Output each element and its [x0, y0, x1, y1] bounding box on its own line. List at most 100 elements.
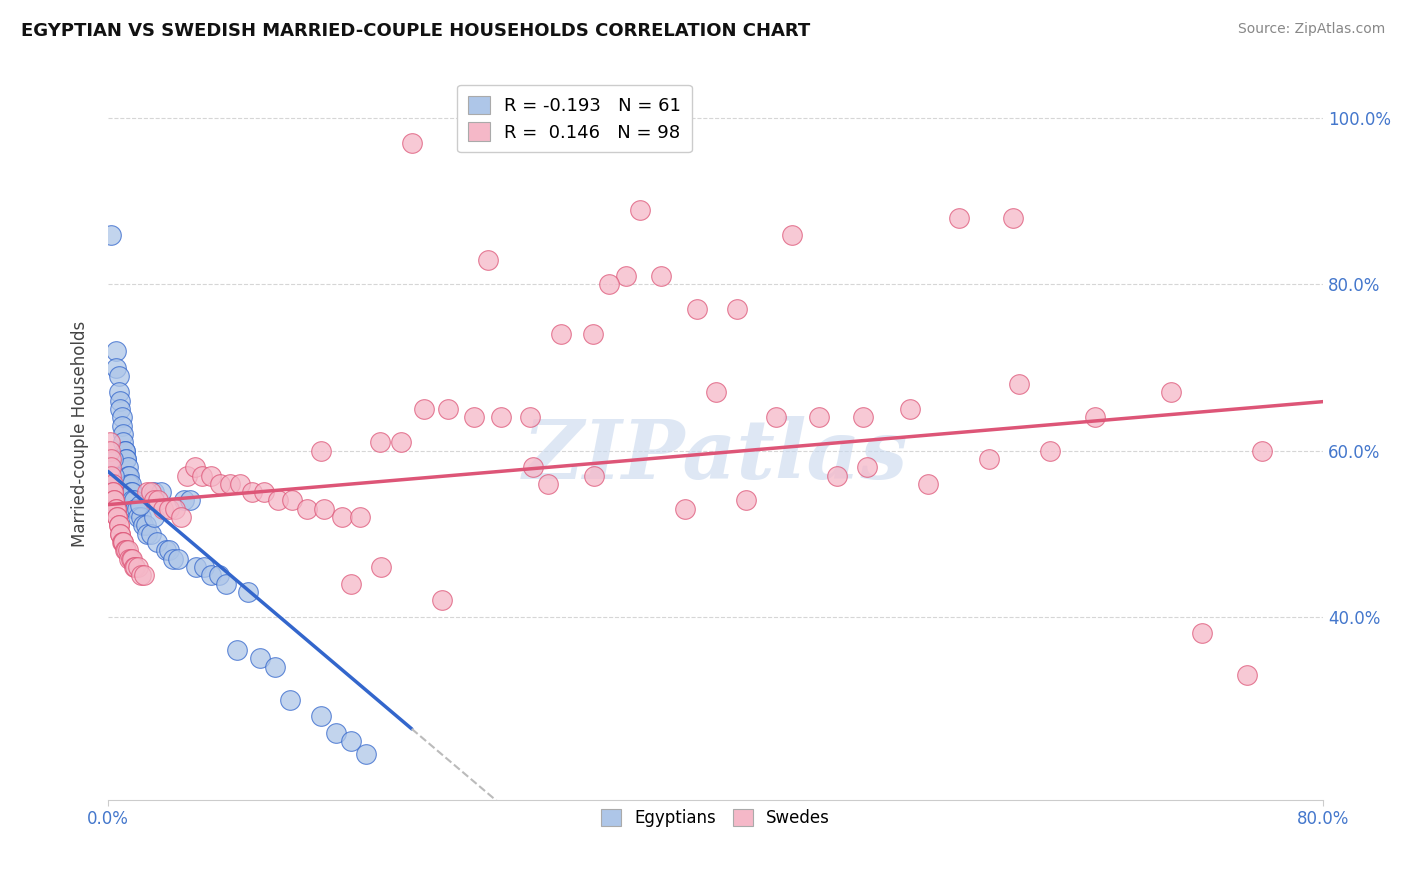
Point: [127, 560, 149, 574]
Text: ZIPatlas: ZIPatlas: [523, 416, 908, 496]
Point: [107, 518, 129, 533]
Point: [765, 410, 787, 425]
Point: [103, 493, 125, 508]
Point: [218, 476, 240, 491]
Point: [1160, 385, 1182, 400]
Point: [120, 485, 142, 500]
Point: [522, 460, 544, 475]
Point: [115, 543, 138, 558]
Point: [101, 485, 124, 500]
Point: [537, 476, 560, 491]
Point: [114, 543, 136, 558]
Point: [103, 493, 125, 508]
Point: [136, 526, 159, 541]
Point: [183, 460, 205, 475]
Point: [115, 452, 138, 467]
Point: [413, 402, 436, 417]
Point: [193, 560, 215, 574]
Point: [856, 460, 879, 475]
Point: [170, 510, 193, 524]
Point: [278, 693, 301, 707]
Point: [146, 493, 169, 508]
Point: [104, 360, 127, 375]
Point: [139, 485, 162, 500]
Point: [1039, 443, 1062, 458]
Point: [103, 468, 125, 483]
Point: [134, 568, 156, 582]
Point: [267, 493, 290, 508]
Point: [98, 493, 121, 508]
Point: [349, 510, 371, 524]
Point: [191, 468, 214, 483]
Point: [312, 501, 335, 516]
Point: [163, 501, 186, 516]
Point: [437, 402, 460, 417]
Point: [215, 576, 238, 591]
Point: [686, 302, 709, 317]
Point: [145, 535, 167, 549]
Point: [115, 452, 138, 467]
Point: [150, 485, 173, 500]
Point: [309, 443, 332, 458]
Point: [977, 452, 1000, 467]
Point: [1191, 626, 1213, 640]
Point: [135, 518, 157, 533]
Point: [111, 410, 134, 425]
Point: [117, 468, 139, 483]
Point: [131, 568, 153, 582]
Point: [309, 709, 332, 723]
Point: [704, 385, 727, 400]
Point: [108, 393, 131, 408]
Point: [108, 526, 131, 541]
Point: [101, 476, 124, 491]
Point: [104, 501, 127, 516]
Point: [142, 510, 165, 524]
Legend: Egyptians, Swedes: Egyptians, Swedes: [593, 800, 838, 835]
Point: [368, 435, 391, 450]
Point: [157, 543, 180, 558]
Point: [725, 302, 748, 317]
Point: [1002, 211, 1025, 225]
Point: [1236, 668, 1258, 682]
Point: [370, 560, 392, 574]
Point: [105, 510, 128, 524]
Point: [112, 435, 135, 450]
Y-axis label: Married-couple Households: Married-couple Households: [72, 321, 89, 547]
Point: [118, 468, 141, 483]
Point: [114, 443, 136, 458]
Point: [208, 568, 231, 582]
Point: [117, 543, 139, 558]
Point: [184, 560, 207, 574]
Point: [463, 410, 485, 425]
Point: [118, 476, 141, 491]
Point: [98, 443, 121, 458]
Point: [107, 368, 129, 383]
Point: [354, 747, 377, 761]
Point: [121, 485, 143, 500]
Point: [120, 551, 142, 566]
Point: [179, 493, 201, 508]
Point: [100, 485, 122, 500]
Point: [118, 551, 141, 566]
Point: [114, 443, 136, 458]
Point: [477, 252, 499, 267]
Point: [898, 402, 921, 417]
Point: [583, 468, 606, 483]
Point: [401, 136, 423, 151]
Point: [101, 485, 124, 500]
Point: [852, 410, 875, 425]
Point: [111, 418, 134, 433]
Point: [735, 493, 758, 508]
Point: [157, 501, 180, 516]
Point: [155, 543, 177, 558]
Point: [121, 551, 143, 566]
Point: [1251, 443, 1274, 458]
Point: [825, 468, 848, 483]
Point: [249, 651, 271, 665]
Point: [917, 476, 939, 491]
Point: [200, 468, 222, 483]
Point: [108, 526, 131, 541]
Point: [107, 518, 129, 533]
Point: [389, 435, 412, 450]
Point: [325, 726, 347, 740]
